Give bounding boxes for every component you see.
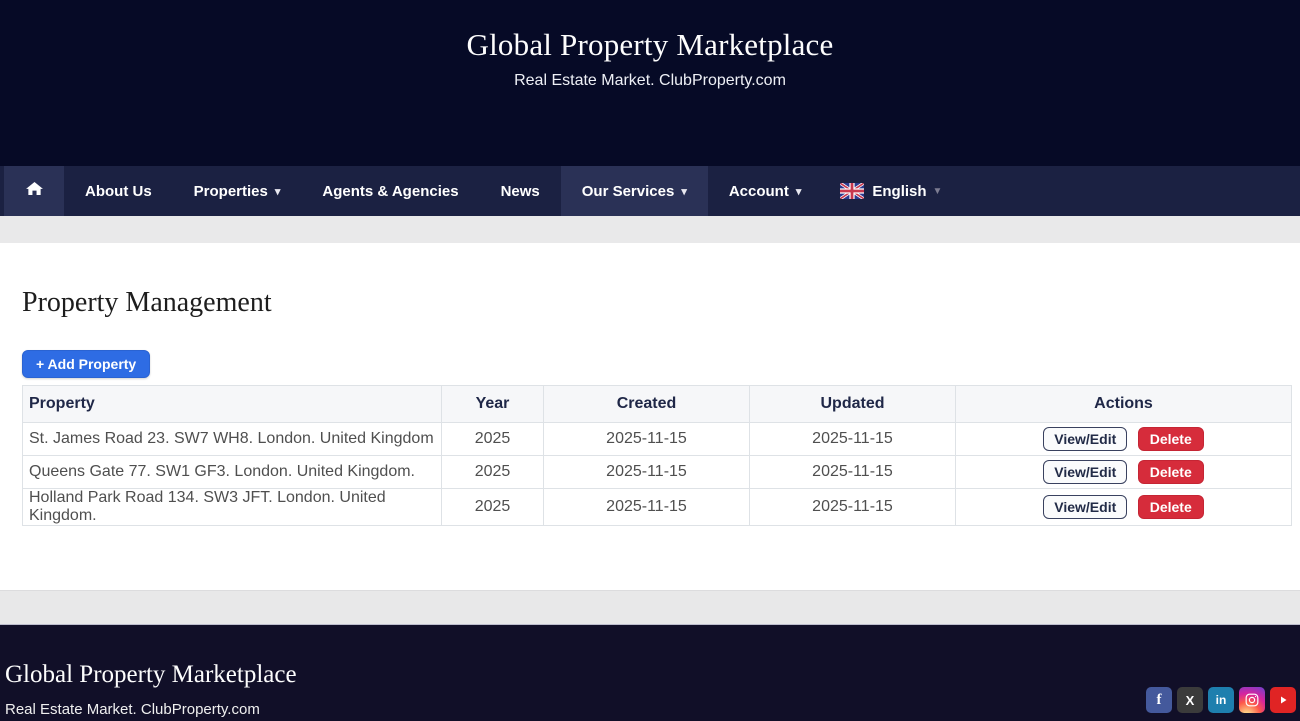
linkedin-icon[interactable]: in — [1208, 687, 1234, 713]
created-cell: 2025-11-15 — [543, 422, 750, 456]
updated-cell: 2025-11-15 — [749, 455, 956, 489]
page-title: Property Management — [22, 287, 272, 318]
chevron-down-icon: ▾ — [681, 185, 687, 198]
site-subtitle: Real Estate Market. ClubProperty.com — [514, 72, 786, 89]
language-selector[interactable]: English ▼ — [822, 166, 960, 216]
bottom-divider-band — [0, 590, 1300, 625]
chevron-down-icon: ▼ — [932, 185, 943, 197]
updated-cell: 2025-11-15 — [749, 422, 956, 456]
footer-subtitle: Real Estate Market. ClubProperty.com — [5, 701, 260, 718]
delete-button[interactable]: Delete — [1137, 495, 1204, 519]
uk-flag-icon — [840, 183, 865, 199]
youtube-icon[interactable] — [1270, 687, 1296, 713]
nav-item-properties[interactable]: Properties ▾ — [173, 166, 302, 216]
home-button[interactable] — [4, 166, 64, 216]
view-edit-button[interactable]: View/Edit — [1043, 495, 1128, 519]
view-edit-button[interactable]: View/Edit — [1043, 427, 1128, 451]
updated-cell: 2025-11-15 — [749, 488, 956, 526]
column-header-actions: Actions — [955, 385, 1292, 423]
site-title: Global Property Marketplace — [466, 27, 834, 62]
nav-item-label: Properties — [193, 182, 268, 200]
actions-cell: View/Edit Delete — [955, 455, 1292, 489]
view-edit-button[interactable]: View/Edit — [1043, 460, 1128, 484]
year-cell: 2025 — [441, 422, 544, 456]
year-cell: 2025 — [441, 488, 544, 526]
top-divider-band — [0, 216, 1300, 243]
chevron-down-icon: ▾ — [274, 185, 281, 198]
property-cell: Holland Park Road 134. SW3 JFT. London. … — [22, 488, 442, 526]
delete-button[interactable]: Delete — [1137, 427, 1204, 451]
column-header-created: Created — [543, 385, 750, 423]
chevron-down-icon: ▾ — [795, 185, 802, 198]
table-header-row: Property Year Created Updated Actions — [22, 385, 1292, 423]
main-content: Property Management + Add Property Prope… — [0, 243, 1300, 590]
property-table: Property Year Created Updated Actions St… — [22, 385, 1292, 526]
nav-item-agents-agencies[interactable]: Agents & Agencies — [301, 166, 479, 216]
language-label: English — [872, 182, 927, 200]
column-header-property: Property — [22, 385, 442, 423]
add-property-button[interactable]: + Add Property — [22, 350, 151, 378]
social-links: f X in — [1146, 687, 1296, 713]
instagram-icon[interactable] — [1239, 687, 1265, 713]
table-header: Property Year Created Updated Actions — [22, 385, 1292, 423]
site-header: Global Property Marketplace Real Estate … — [0, 0, 1300, 166]
table-row: Queens Gate 77. SW1 GF3. London. United … — [22, 455, 1292, 489]
column-header-year: Year — [441, 385, 544, 423]
actions-cell: View/Edit Delete — [955, 488, 1292, 526]
site-footer: Global Property Marketplace Real Estate … — [0, 625, 1300, 721]
facebook-icon[interactable]: f — [1146, 687, 1172, 713]
nav-item-about-us[interactable]: About Us — [64, 166, 173, 216]
nav-item-label: Our Services — [581, 182, 675, 200]
delete-button[interactable]: Delete — [1137, 460, 1204, 484]
year-cell: 2025 — [441, 455, 544, 489]
nav-item-label: News — [500, 182, 540, 200]
created-cell: 2025-11-15 — [543, 455, 750, 489]
nav-item-label: About Us — [85, 182, 152, 200]
column-header-updated: Updated — [749, 385, 956, 423]
footer-title: Global Property Marketplace — [5, 661, 297, 688]
nav-item-label: Account — [728, 182, 789, 200]
actions-cell: View/Edit Delete — [955, 422, 1292, 456]
table-row: St. James Road 23. SW7 WH8. London. Unit… — [22, 422, 1292, 456]
nav-item-label: Agents & Agencies — [322, 182, 459, 200]
main-navbar: About Us Properties ▾ Agents & Agencies … — [0, 166, 1300, 216]
nav-item-account[interactable]: Account ▾ — [708, 166, 823, 216]
property-cell: Queens Gate 77. SW1 GF3. London. United … — [22, 455, 442, 489]
property-cell: St. James Road 23. SW7 WH8. London. Unit… — [22, 422, 442, 456]
nav-item-news[interactable]: News — [480, 166, 561, 216]
x-twitter-icon[interactable]: X — [1177, 687, 1203, 713]
created-cell: 2025-11-15 — [543, 488, 750, 526]
home-icon — [25, 180, 44, 202]
table-row: Holland Park Road 134. SW3 JFT. London. … — [22, 488, 1292, 526]
nav-item-our-services[interactable]: Our Services ▾ — [560, 166, 708, 216]
